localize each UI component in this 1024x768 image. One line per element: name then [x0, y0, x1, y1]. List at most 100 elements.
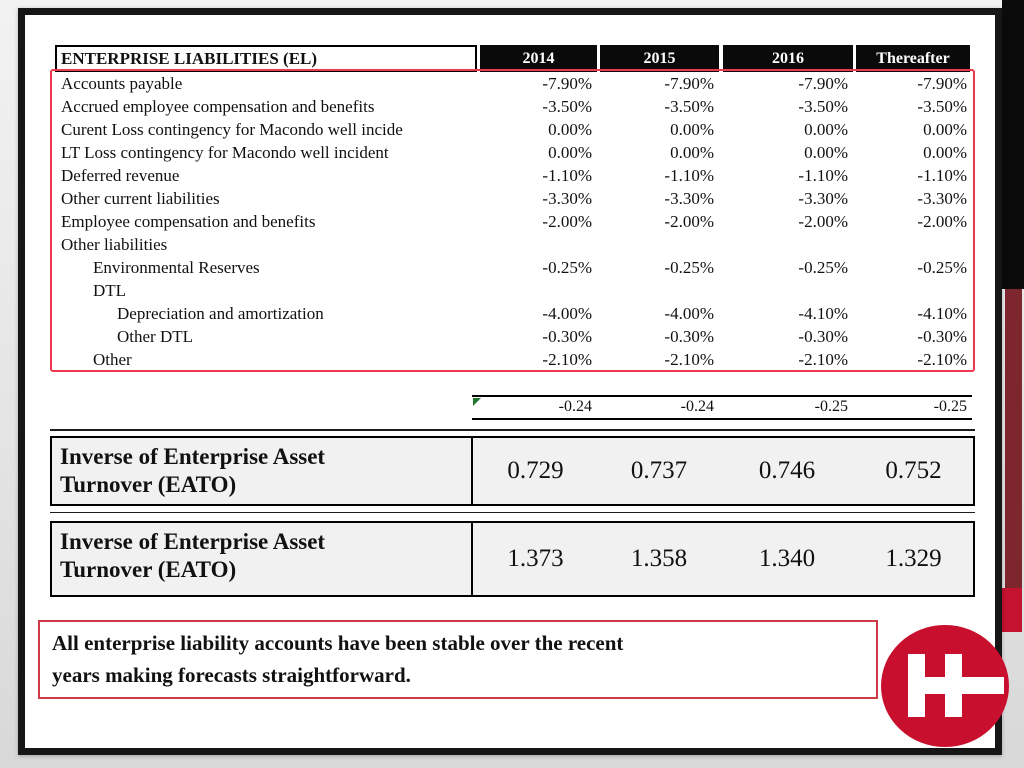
row-value: -2.10%	[542, 350, 592, 369]
row-label: Other	[93, 350, 132, 369]
eato-label-text: Inverse of Enterprise Asset Turnover (EA…	[60, 529, 326, 582]
row-value: -3.50%	[798, 97, 848, 116]
row-value	[477, 279, 597, 302]
row-label: Deferred revenue	[61, 166, 180, 185]
eato-value: 0.752	[885, 457, 942, 484]
table-row: Depreciation and amortization -4.00% -4.00…	[55, 302, 972, 325]
row-value: 0.00%	[804, 143, 848, 162]
column-header-2015: 2015	[600, 45, 719, 72]
eato-value: 1.329	[885, 545, 942, 572]
row-value	[477, 233, 597, 256]
table-header-row: ENTERPRISE LIABILITIES (EL) 2014 2015 20…	[55, 45, 970, 72]
eato-value: 0.737	[630, 457, 688, 484]
row-value: -7.90%	[542, 74, 592, 93]
divider-line	[50, 512, 975, 513]
table-row: Environmental Reserves -0.25% -0.25% -0.25%…	[55, 256, 972, 279]
row-value	[597, 279, 719, 302]
table-row: Accrued employee compensation and benefi…	[55, 95, 972, 118]
row-label: LT Loss contingency for Macondo well inc…	[61, 143, 389, 162]
column-header-2016: 2016	[723, 45, 853, 72]
row-value: -1.10%	[664, 166, 714, 185]
row-value	[853, 233, 972, 256]
table-row: Other liabilities	[55, 233, 972, 256]
right-accent-maroon-bar	[1005, 289, 1022, 622]
row-value: 0.00%	[923, 143, 967, 162]
eato-value: 1.373	[507, 545, 564, 572]
row-value: 0.00%	[670, 120, 714, 139]
row-value: -0.30%	[542, 327, 592, 346]
total-value: -0.25	[933, 398, 967, 415]
table-row: Deferred revenue -1.10% -1.10% -1.10% -1.10%	[55, 164, 972, 187]
row-value: -2.00%	[542, 212, 592, 231]
row-value: -1.10%	[798, 166, 848, 185]
total-value: -0.24	[558, 398, 592, 415]
row-label: Accounts payable	[61, 74, 183, 93]
eato-value: 1.358	[630, 545, 688, 572]
row-value: -4.10%	[917, 304, 967, 323]
row-value: -0.25%	[664, 258, 714, 277]
eato-block-2: Inverse of Enterprise Asset Turnover (EA…	[50, 521, 975, 597]
row-value: -7.90%	[917, 74, 967, 93]
divider-line	[50, 429, 975, 431]
row-value: -3.30%	[917, 189, 967, 208]
eato-values: 1.373 1.358 1.340 1.329	[473, 523, 973, 595]
table-row: Other current liabilities -3.30% -3.30% -3.…	[55, 187, 972, 210]
row-label: Accrued employee compensation and benefi…	[61, 97, 375, 116]
eato-label: Inverse of Enterprise Asset Turnover (EA…	[52, 438, 473, 504]
row-value: -0.25%	[917, 258, 967, 277]
row-value: -3.50%	[917, 97, 967, 116]
row-value: 0.00%	[670, 143, 714, 162]
row-value: -4.00%	[542, 304, 592, 323]
row-value: -7.90%	[664, 74, 714, 93]
table-row: Other -2.10% -2.10% -2.10% -2.10%	[55, 348, 972, 371]
total-value: -0.25	[814, 398, 848, 415]
row-value: -3.30%	[542, 189, 592, 208]
total-row: -0.24 -0.24 -0.25 -0.25	[472, 395, 972, 420]
row-value: -2.10%	[917, 350, 967, 369]
right-accent-black-bar	[1002, 0, 1024, 289]
row-label: Environmental Reserves	[93, 258, 260, 277]
row-value: -0.25%	[798, 258, 848, 277]
row-value: -0.25%	[542, 258, 592, 277]
row-value: -0.30%	[798, 327, 848, 346]
row-value: 0.00%	[548, 120, 592, 139]
halliburton-logo	[880, 624, 1010, 748]
row-label: Employee compensation and benefits	[61, 212, 316, 231]
table-rows: Accounts payable -7.90% -7.90% -7.90% -7.90%…	[55, 72, 972, 371]
eato-value: 0.746	[758, 457, 816, 484]
eato-block-1: Inverse of Enterprise Asset Turnover (EA…	[50, 436, 975, 506]
table-row: LT Loss contingency for Macondo well inc…	[55, 141, 972, 164]
eato-value: 1.340	[758, 545, 816, 572]
row-value	[597, 233, 719, 256]
row-value: -2.00%	[798, 212, 848, 231]
column-header-2014: 2014	[480, 45, 597, 72]
row-value: -0.30%	[917, 327, 967, 346]
total-value: -0.24	[680, 398, 714, 415]
row-value	[719, 279, 853, 302]
row-value	[719, 233, 853, 256]
row-value: 0.00%	[804, 120, 848, 139]
row-value: -4.00%	[664, 304, 714, 323]
note-box: All enterprise liability accounts have b…	[38, 620, 878, 699]
slide: ENTERPRISE LIABILITIES (EL) 2014 2015 20…	[18, 8, 1002, 755]
row-value: -4.10%	[798, 304, 848, 323]
row-label: Other current liabilities	[61, 189, 220, 208]
row-value: -2.00%	[917, 212, 967, 231]
table-row: Employee compensation and benefits -2.00%…	[55, 210, 972, 233]
row-value: -0.30%	[664, 327, 714, 346]
row-value: -3.50%	[542, 97, 592, 116]
row-value: -1.10%	[917, 166, 967, 185]
row-value: 0.00%	[548, 143, 592, 162]
row-label: Curent Loss contingency for Macondo well…	[61, 120, 403, 139]
eato-label-text: Inverse of Enterprise Asset Turnover (EA…	[60, 444, 326, 497]
row-value: -2.00%	[664, 212, 714, 231]
right-accent-red-bar	[998, 588, 1022, 632]
row-value: -7.90%	[798, 74, 848, 93]
table-row: DTL	[55, 279, 972, 302]
row-value: -3.50%	[664, 97, 714, 116]
row-label: Other DTL	[117, 327, 194, 346]
row-label: Other liabilities	[61, 235, 168, 254]
row-label: Depreciation and amortization	[117, 304, 324, 323]
table-row: Other DTL -0.30% -0.30% -0.30% -0.30%	[55, 325, 972, 348]
